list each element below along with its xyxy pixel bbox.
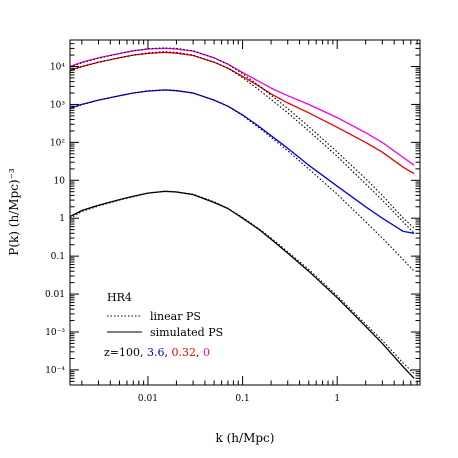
y-tick-label: 10⁴ <box>50 63 65 73</box>
series-line-z0-linear <box>69 47 415 229</box>
series-line-z0-simulated <box>69 47 415 166</box>
legend-redshift-list: z=100, 3.6, 0.32, 0 <box>104 346 210 359</box>
legend-linear-label: linear PS <box>150 310 201 323</box>
legend-simulated-label: simulated PS <box>150 326 223 339</box>
ticks-layer: 0.01 0.1 1 10⁻⁴ 10⁻³ 0.01 0.1 1 10 10² 10³ 10⁴ <box>45 39 420 404</box>
x-tick-label: 0.1 <box>235 394 249 404</box>
series-line-z3_6-simulated <box>69 89 415 234</box>
y-tick-label: 10⁻³ <box>45 328 65 338</box>
redshift-label: 3.6 <box>147 346 165 359</box>
legend-title: HR4 <box>107 291 132 304</box>
redshift-separator: , <box>196 346 203 359</box>
x-tick-label: 0.01 <box>138 394 158 404</box>
x-axis-label: k (h/Mpc) <box>216 431 275 445</box>
y-tick-label: 10³ <box>50 100 65 110</box>
y-axis-label: P(k) (h/Mpc)⁻³ <box>7 168 21 256</box>
y-tick-label: 0.1 <box>51 252 65 262</box>
y-tick-label: 10² <box>50 138 65 148</box>
y-tick-label: 0.01 <box>45 290 65 300</box>
redshift-separator: , <box>165 346 172 359</box>
redshift-label: 0.32 <box>172 346 197 359</box>
series-line-z3_6-linear <box>69 89 415 272</box>
y-tick-label: 10⁻⁴ <box>45 366 65 376</box>
x-tick-label: 1 <box>334 394 340 404</box>
legend: HR4 linear PS simulated PS z=100, 3.6, 0… <box>104 291 223 359</box>
series-line-z0_32-simulated <box>69 51 415 175</box>
series-line-z100-linear <box>69 190 415 374</box>
y-tick-label: 1 <box>59 214 65 224</box>
series-line-z0_32-linear <box>69 51 415 234</box>
redshift-prefix: z=100, <box>104 346 147 359</box>
series-layer <box>69 47 415 379</box>
y-tick-label: 10 <box>54 176 66 186</box>
redshift-label: 0 <box>203 346 210 359</box>
plot-frame <box>69 39 421 386</box>
